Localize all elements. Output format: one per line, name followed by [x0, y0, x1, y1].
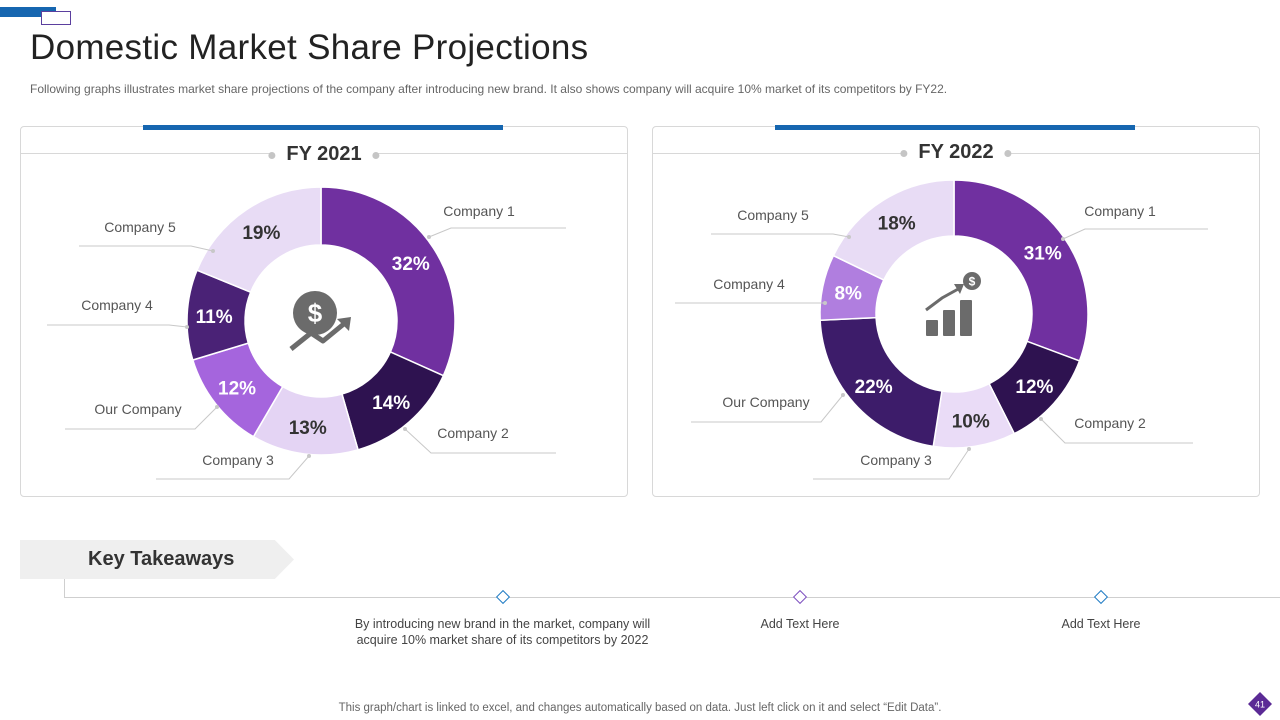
legend-label-company-5: Company 5: [737, 207, 809, 223]
legend-label-company-1: Company 1: [1084, 203, 1156, 219]
page-number: 41: [1255, 700, 1265, 710]
legend-label-our-company: Our Company: [722, 394, 809, 410]
slice-company-1[interactable]: [320, 186, 456, 377]
dollar-growth-icon: $: [289, 291, 351, 351]
pct-label-company-3: 10%: [952, 412, 990, 433]
callout-dot-company-4: [823, 301, 827, 305]
chart-title-fy2021: FY 2021: [268, 143, 380, 166]
callout-line-company-3: [813, 448, 970, 480]
svg-text:$: $: [308, 298, 323, 328]
takeaway-text-1[interactable]: By introducing new brand in the market, …: [330, 616, 675, 648]
page-title: Domestic Market Share Projections: [30, 28, 589, 67]
legend-label-company-5: Company 5: [104, 219, 176, 235]
pct-label-company-2: 14%: [372, 393, 410, 414]
callout-dot-company-2: [403, 427, 407, 431]
panel-accent-bar: [143, 125, 503, 130]
legend-label-company-3: Company 3: [202, 452, 274, 468]
chart-panel-fy2022: FY 2022 31% Company 1 12% Company 2 10% Compa…: [652, 125, 1260, 497]
legend-label-company-4: Company 4: [713, 276, 785, 292]
legend-label-company-2: Company 2: [1074, 415, 1146, 431]
pct-label-company-4: 8%: [834, 283, 862, 304]
callout-line-company-3: [156, 455, 310, 480]
page-number-badge: 41: [1248, 692, 1272, 716]
page-badge-diamond: [1248, 692, 1272, 716]
callout-dot-company-4: [185, 325, 189, 329]
key-takeaways-banner: [20, 540, 294, 579]
takeaway-text-3[interactable]: Add Text Here: [1001, 616, 1201, 632]
corner-accent-box: [41, 11, 71, 25]
slice-company-1[interactable]: [953, 179, 1089, 362]
callout-line-company-2: [1040, 418, 1193, 444]
chart-title-fy2022: FY 2022: [900, 141, 1012, 164]
chart-panel-fy2021: FY 2021 32% Company 1 14% Company 2 13% Compa…: [20, 125, 628, 497]
svg-text:$: $: [969, 275, 976, 289]
legend-label-company-2: Company 2: [437, 425, 509, 441]
callout-line-company-5: [79, 245, 214, 252]
callout-dot-company-1: [427, 235, 431, 239]
legend-label-our-company: Our Company: [94, 401, 181, 417]
slice-our-company[interactable]: [819, 316, 943, 448]
callout-line-company-5: [711, 233, 850, 238]
callout-line-our-company: [691, 394, 844, 423]
pct-label-company-5: 19%: [242, 223, 280, 244]
callout-dot-company-5: [847, 235, 851, 239]
takeaway-connector-vertical: [64, 579, 65, 597]
callout-dot-company-1: [1061, 237, 1065, 241]
takeaway-text-3-line1: Add Text Here: [1061, 617, 1141, 631]
pct-label-company-4: 11%: [196, 307, 233, 328]
callout-dot-company-3: [307, 454, 311, 458]
pct-label-company-1: 31%: [1024, 243, 1062, 264]
pct-label-our-company: 12%: [218, 378, 256, 399]
takeaway-text-1-line2: acquire 10% market share of its competit…: [356, 633, 649, 647]
callout-line-company-1: [1062, 228, 1208, 240]
panel-accent-bar: [775, 125, 1135, 130]
takeaway-marker-2-icon: [792, 589, 808, 605]
takeaway-marker-1-icon: [495, 589, 511, 605]
pct-label-company-3: 13%: [289, 418, 327, 439]
takeaway-marker-3-icon: [1093, 589, 1109, 605]
takeaway-text-2[interactable]: Add Text Here: [700, 616, 900, 632]
legend-label-company-3: Company 3: [860, 452, 932, 468]
callout-line-company-2: [404, 428, 556, 454]
bar-chart-dollar-icon: $: [925, 272, 981, 336]
callout-dot-company-2: [1039, 417, 1043, 421]
page-subtitle: Following graphs illustrates market shar…: [30, 82, 948, 96]
pct-label-company-2: 12%: [1015, 377, 1053, 398]
pct-label-company-1: 32%: [392, 254, 430, 275]
slice-company-5[interactable]: [196, 186, 322, 294]
donut-chart-fy2022[interactable]: 31% Company 1 12% Company 2 10% Company 3 22% O…: [653, 127, 1259, 496]
takeaway-text-1-line1: By introducing new brand in the market, …: [354, 617, 651, 631]
legend-label-company-4: Company 4: [81, 297, 153, 313]
legend-label-company-1: Company 1: [443, 203, 515, 219]
callout-dot-our-company: [215, 405, 219, 409]
pct-label-our-company: 22%: [855, 377, 893, 398]
callout-dot-company-5: [211, 249, 215, 253]
pct-label-company-5: 18%: [878, 213, 916, 234]
callout-line-our-company: [65, 406, 218, 430]
slice-company-5[interactable]: [832, 179, 955, 282]
takeaway-timeline-line: [64, 597, 1280, 598]
takeaway-text-2-line1: Add Text Here: [760, 617, 840, 631]
footer-note: This graph/chart is linked to excel, and…: [338, 702, 942, 714]
callout-line-company-4: [47, 324, 188, 328]
corner-accent-bar: [0, 7, 56, 17]
callout-line-company-1: [428, 227, 566, 238]
callout-dot-company-3: [967, 447, 971, 451]
key-takeaways-heading: Key Takeaways: [88, 548, 235, 570]
callout-dot-our-company: [841, 393, 845, 397]
donut-chart-fy2021[interactable]: 32% Company 1 14% Company 2 13% Company 3 12% O…: [21, 127, 627, 496]
